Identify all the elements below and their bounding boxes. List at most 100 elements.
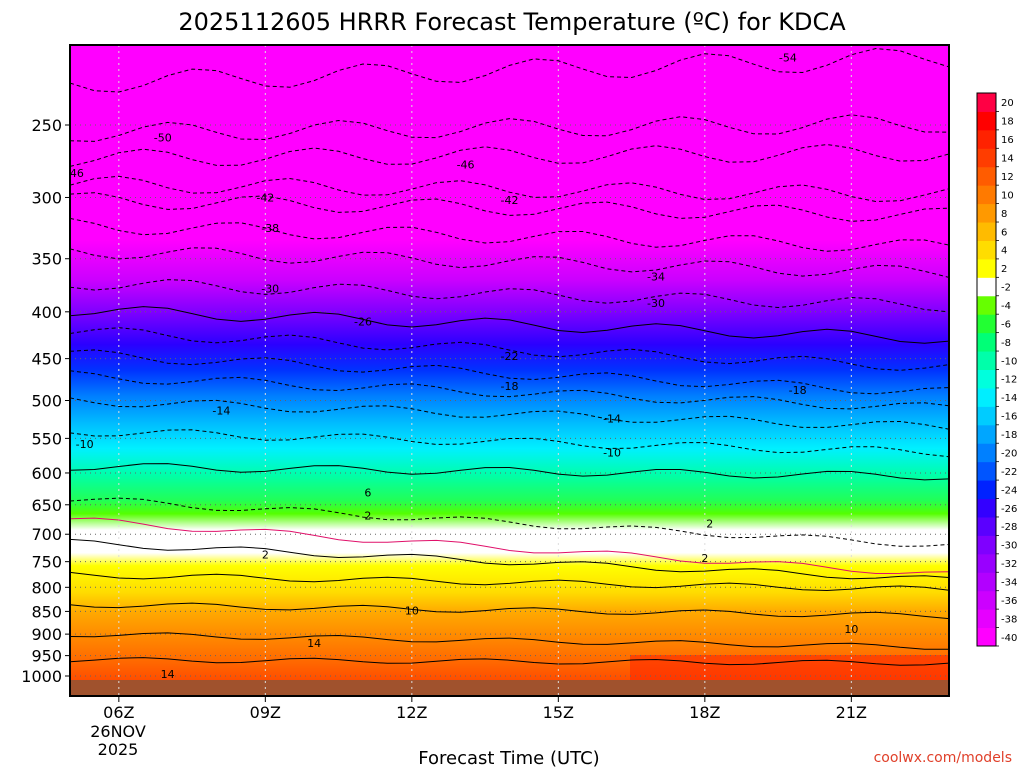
colorbar-label: -16: [1001, 412, 1017, 423]
colorbar-segment: [977, 498, 996, 518]
x-tick-label: 21Z: [836, 703, 867, 722]
colorbar-segment: [977, 461, 996, 481]
colorbar-segment: [977, 277, 996, 297]
y-tick-label: 600: [31, 464, 62, 483]
x-tick-label: 09Z: [250, 703, 281, 722]
colorbar-segment: [977, 240, 996, 260]
colorbar-segment: [977, 369, 996, 389]
colorbar-segment: [977, 387, 996, 407]
colorbar-label: -30: [1001, 541, 1017, 552]
ground-strip: [70, 680, 949, 696]
contour-label: -18: [789, 384, 807, 397]
contour-label: 10: [405, 604, 419, 617]
colorbar-label: 10: [1001, 190, 1014, 201]
colorbar-segment: [977, 516, 996, 536]
contour-line: [70, 602, 949, 620]
colorbar-segment: [977, 480, 996, 500]
contour-label: -18: [501, 380, 519, 393]
colorbar-label: -40: [1001, 633, 1017, 644]
y-tick-label: 950: [31, 647, 62, 666]
contour-label: -10: [603, 447, 621, 460]
contour-label: -42: [256, 191, 274, 204]
colorbar-label: -22: [1001, 467, 1017, 478]
colorbar-label: -10: [1001, 356, 1017, 367]
colorbar-label: -8: [1001, 338, 1011, 349]
colorbar-segment: [977, 627, 996, 647]
x-axis: 06Z 09Z 12Z 15Z 18Z 21Z: [103, 696, 867, 722]
contour-line: [70, 397, 949, 430]
contour-labels: -54 -50 -46 -46 -42 -42 -38 -34 -30 -30 -26 -22 -18 -…: [70, 52, 858, 681]
temperature-field: [70, 45, 949, 696]
contour-label: -22: [501, 350, 519, 363]
x-tick-label: 18Z: [689, 703, 720, 722]
y-tick-label: 500: [31, 392, 62, 411]
contour-label: 10: [844, 623, 858, 636]
y-tick-label: 550: [31, 429, 62, 448]
colorbar-label: -12: [1001, 375, 1017, 386]
contour-line: [70, 327, 949, 371]
contour-label: -38: [261, 222, 279, 235]
contour-label: 14: [307, 637, 321, 650]
y-axis: 250 300 350 400 450 500 550 600 650 700 750 800 850 9…: [21, 116, 70, 686]
colorbar-label: 16: [1001, 135, 1014, 146]
colorbar-label: 8: [1001, 209, 1007, 220]
colorbar-segment: [977, 222, 996, 241]
x-tick-label: 12Z: [396, 703, 427, 722]
x-year-label: 2025: [98, 740, 139, 759]
colorbar-label: -28: [1001, 522, 1017, 533]
colorbar-label: 4: [1001, 246, 1007, 257]
colorbar-label: 20: [1001, 98, 1014, 109]
y-tick-label: 350: [31, 250, 62, 269]
colorbar: -40-38-36-34-32-30-28-26-24-22-20-18-16-…: [976, 92, 1017, 647]
colorbar-label: -14: [1001, 393, 1017, 404]
grid: [70, 45, 949, 696]
y-tick-label: 650: [31, 496, 62, 515]
x-axis-label: Forecast Time (UTC): [418, 748, 599, 768]
contour-label: 6: [364, 486, 371, 499]
contour-line: [70, 657, 949, 666]
y-tick-label: 250: [31, 116, 62, 135]
contour-lines: [70, 47, 949, 666]
warm-surface-patch: [630, 655, 949, 680]
plot-area: -54 -50 -46 -46 -42 -42 -38 -34 -30 -30 -26 -22 -18 -…: [70, 45, 949, 696]
y-tick-label: 750: [31, 553, 62, 572]
x-tick-label: 15Z: [543, 703, 574, 722]
contour-line: [70, 497, 949, 547]
colorbar-label: -38: [1001, 614, 1017, 625]
y-tick-label: 450: [31, 350, 62, 369]
colorbar-segment: [977, 590, 996, 610]
colorbar-label: 6: [1001, 227, 1007, 238]
x-tick-label: 06Z: [103, 703, 134, 722]
y-tick-label: 800: [31, 578, 62, 597]
colorbar-label: -24: [1001, 485, 1017, 496]
contour-label: -14: [603, 412, 621, 425]
y-tick-label: 700: [31, 525, 62, 544]
contour-line: [70, 192, 949, 222]
contour-line: [70, 279, 949, 313]
colorbar-segment: [977, 203, 996, 223]
contour-label: 2: [262, 549, 269, 562]
contour-label: 2: [706, 517, 713, 530]
colorbar-segment: [977, 332, 996, 352]
contour-label: -46: [457, 158, 475, 171]
colorbar-segment: [977, 258, 996, 278]
colorbar-segment: [977, 111, 996, 131]
x-date-label: 26NOV: [90, 722, 146, 741]
colorbar-segment: [977, 166, 996, 186]
colorbar-label: -34: [1001, 577, 1017, 588]
contour-line: [70, 217, 949, 252]
colorbar-label: -2: [1001, 283, 1011, 294]
y-tick-label: 400: [31, 303, 62, 322]
colorbar-label: -20: [1001, 448, 1017, 459]
contour-label: -30: [261, 282, 279, 295]
colorbar-label: 2: [1001, 264, 1007, 275]
y-tick-label: 900: [31, 625, 62, 644]
colorbar-label: -18: [1001, 430, 1017, 441]
contour-label: -50: [154, 132, 172, 145]
colorbar-label: -36: [1001, 596, 1017, 607]
y-tick-label: 300: [31, 188, 62, 207]
contour-label: -26: [354, 316, 372, 329]
colorbar-segment: [977, 295, 996, 315]
contour-line: [70, 571, 949, 592]
contour-label: 2: [364, 510, 371, 523]
